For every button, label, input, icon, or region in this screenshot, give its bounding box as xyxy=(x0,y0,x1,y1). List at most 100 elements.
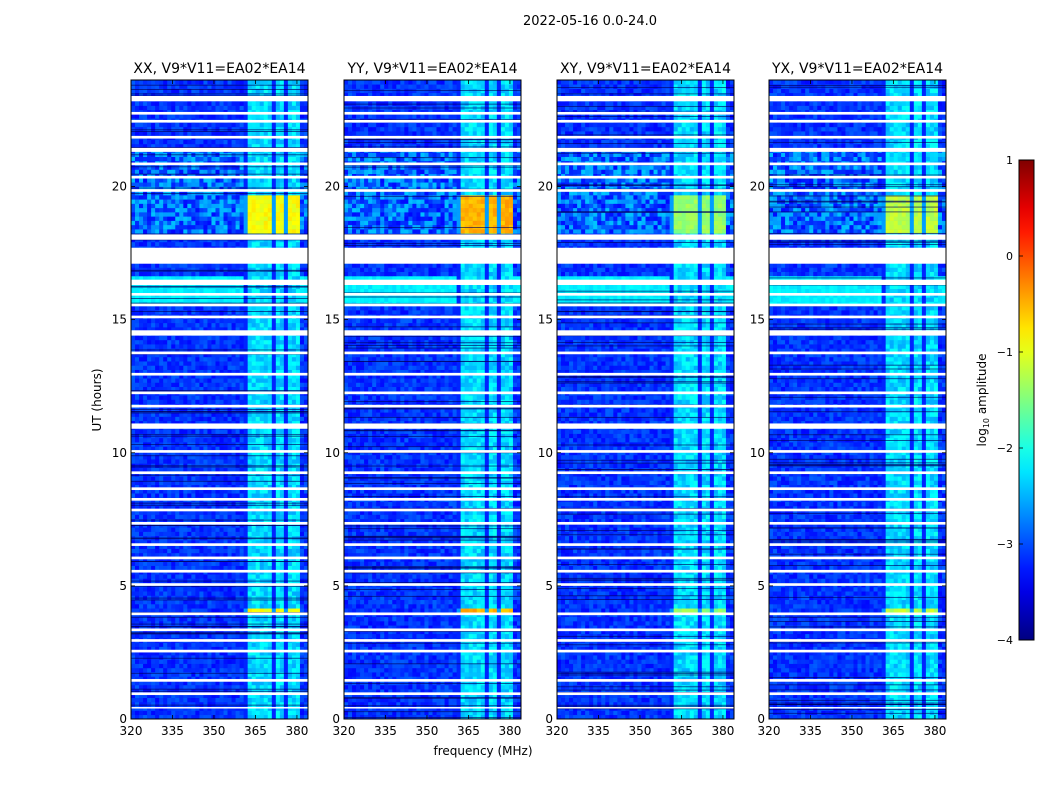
heatmap-cell xyxy=(191,437,196,443)
heatmap-cell xyxy=(263,365,269,370)
heatmap-cell xyxy=(275,327,281,332)
heatmap-cell xyxy=(291,599,297,605)
heatmap-cell xyxy=(139,322,144,328)
heatmap-cell xyxy=(171,663,176,669)
heatmap-cell xyxy=(143,288,148,294)
heatmap-cell xyxy=(219,288,224,294)
heatmap-cell xyxy=(215,471,220,477)
heatmap-cell xyxy=(171,241,176,247)
heatmap-cell xyxy=(267,701,273,707)
heatmap-cell xyxy=(275,361,281,366)
heatmap-cell xyxy=(251,603,256,609)
heatmap-cell xyxy=(215,586,220,592)
heatmap-cell xyxy=(303,676,308,681)
heatmap-cell xyxy=(271,297,277,302)
heatmap-cell xyxy=(271,701,277,707)
heatmap-cell xyxy=(195,322,200,328)
heatmap-cell xyxy=(163,310,168,315)
heatmap-cell xyxy=(207,305,212,311)
heatmap-cell xyxy=(299,680,305,686)
heatmap-cell xyxy=(147,599,152,605)
heatmap-cell xyxy=(267,586,273,592)
heatmap-cell xyxy=(175,599,180,605)
heatmap-cell xyxy=(299,412,305,417)
heatmap-cell xyxy=(147,288,152,294)
heatmap-cell xyxy=(279,241,285,247)
heatmap-cell xyxy=(223,650,228,656)
heatmap-cell xyxy=(239,506,244,511)
heatmap-cell xyxy=(167,352,172,358)
heatmap-cell xyxy=(175,680,180,686)
heatmap-cell xyxy=(223,378,228,383)
heatmap-cell xyxy=(247,493,252,498)
heatmap-cell xyxy=(155,241,160,247)
heatmap-cell xyxy=(295,459,301,464)
heatmap-cell xyxy=(155,586,160,592)
heatmap-cell xyxy=(175,621,180,626)
heatmap-cell xyxy=(283,599,289,605)
heatmap-cell xyxy=(139,561,144,566)
heatmap-cell xyxy=(259,680,265,686)
heatmap-cell xyxy=(275,476,281,481)
heatmap-cell xyxy=(299,488,305,494)
heatmap-cell xyxy=(143,518,148,524)
heatmap-cell xyxy=(223,608,228,613)
heatmap-cell xyxy=(215,646,220,652)
heatmap-cell xyxy=(139,629,144,635)
heatmap-cell xyxy=(147,408,152,413)
heatmap-cell xyxy=(199,621,204,626)
heatmap-cell xyxy=(187,471,192,477)
heatmap-cell xyxy=(303,310,308,315)
heatmap-cell xyxy=(179,548,184,554)
heatmap-cell xyxy=(139,714,144,719)
heatmap-cell xyxy=(259,616,265,622)
heatmap-cell xyxy=(191,459,196,464)
heatmap-cell xyxy=(251,710,256,716)
heatmap-cell xyxy=(295,591,301,596)
heatmap-cell xyxy=(131,318,136,324)
heatmap-cell xyxy=(251,429,256,434)
heatmap-cell xyxy=(203,305,208,311)
heatmap-cell xyxy=(147,608,152,613)
heatmap-cell xyxy=(267,599,273,605)
heatmap-cell xyxy=(283,561,289,566)
heatmap-cell xyxy=(191,356,196,362)
heatmap-cell xyxy=(267,514,273,520)
heatmap-cell xyxy=(227,629,232,635)
heatmap-cell xyxy=(179,412,184,417)
heatmap-cell xyxy=(195,399,200,405)
heatmap-cell xyxy=(223,684,228,690)
heatmap-cell xyxy=(275,467,281,473)
heatmap-cell xyxy=(151,510,156,515)
heatmap-cell xyxy=(215,297,220,302)
heatmap-cell xyxy=(143,429,148,434)
heatmap-cell xyxy=(211,335,216,341)
heatmap-cell xyxy=(195,693,200,698)
heatmap-cell xyxy=(207,382,212,388)
heatmap-cell xyxy=(231,540,236,545)
heatmap-cell xyxy=(295,557,301,562)
heatmap-cell xyxy=(155,446,160,451)
heatmap-cell xyxy=(219,386,224,392)
heatmap-cell xyxy=(175,275,180,281)
heatmap-cell xyxy=(163,339,168,345)
heatmap-cell xyxy=(159,659,164,664)
heatmap-cell xyxy=(271,386,277,392)
heatmap-cell xyxy=(219,565,224,571)
heatmap-cell xyxy=(259,386,265,392)
heatmap-cell xyxy=(219,493,224,498)
heatmap-cell xyxy=(215,603,220,609)
heatmap-cell xyxy=(187,446,192,451)
heatmap-cell xyxy=(231,655,236,660)
heatmap-cell xyxy=(151,663,156,669)
heatmap-cell xyxy=(187,650,192,656)
heatmap-cell xyxy=(259,339,265,345)
heatmap-cell xyxy=(271,267,277,272)
heatmap-cell xyxy=(143,697,148,703)
heatmap-cell xyxy=(187,544,192,549)
heatmap-cell xyxy=(239,591,244,596)
heatmap-cell xyxy=(271,416,277,422)
heatmap-cell xyxy=(255,510,261,515)
heatmap-cell xyxy=(171,271,176,277)
